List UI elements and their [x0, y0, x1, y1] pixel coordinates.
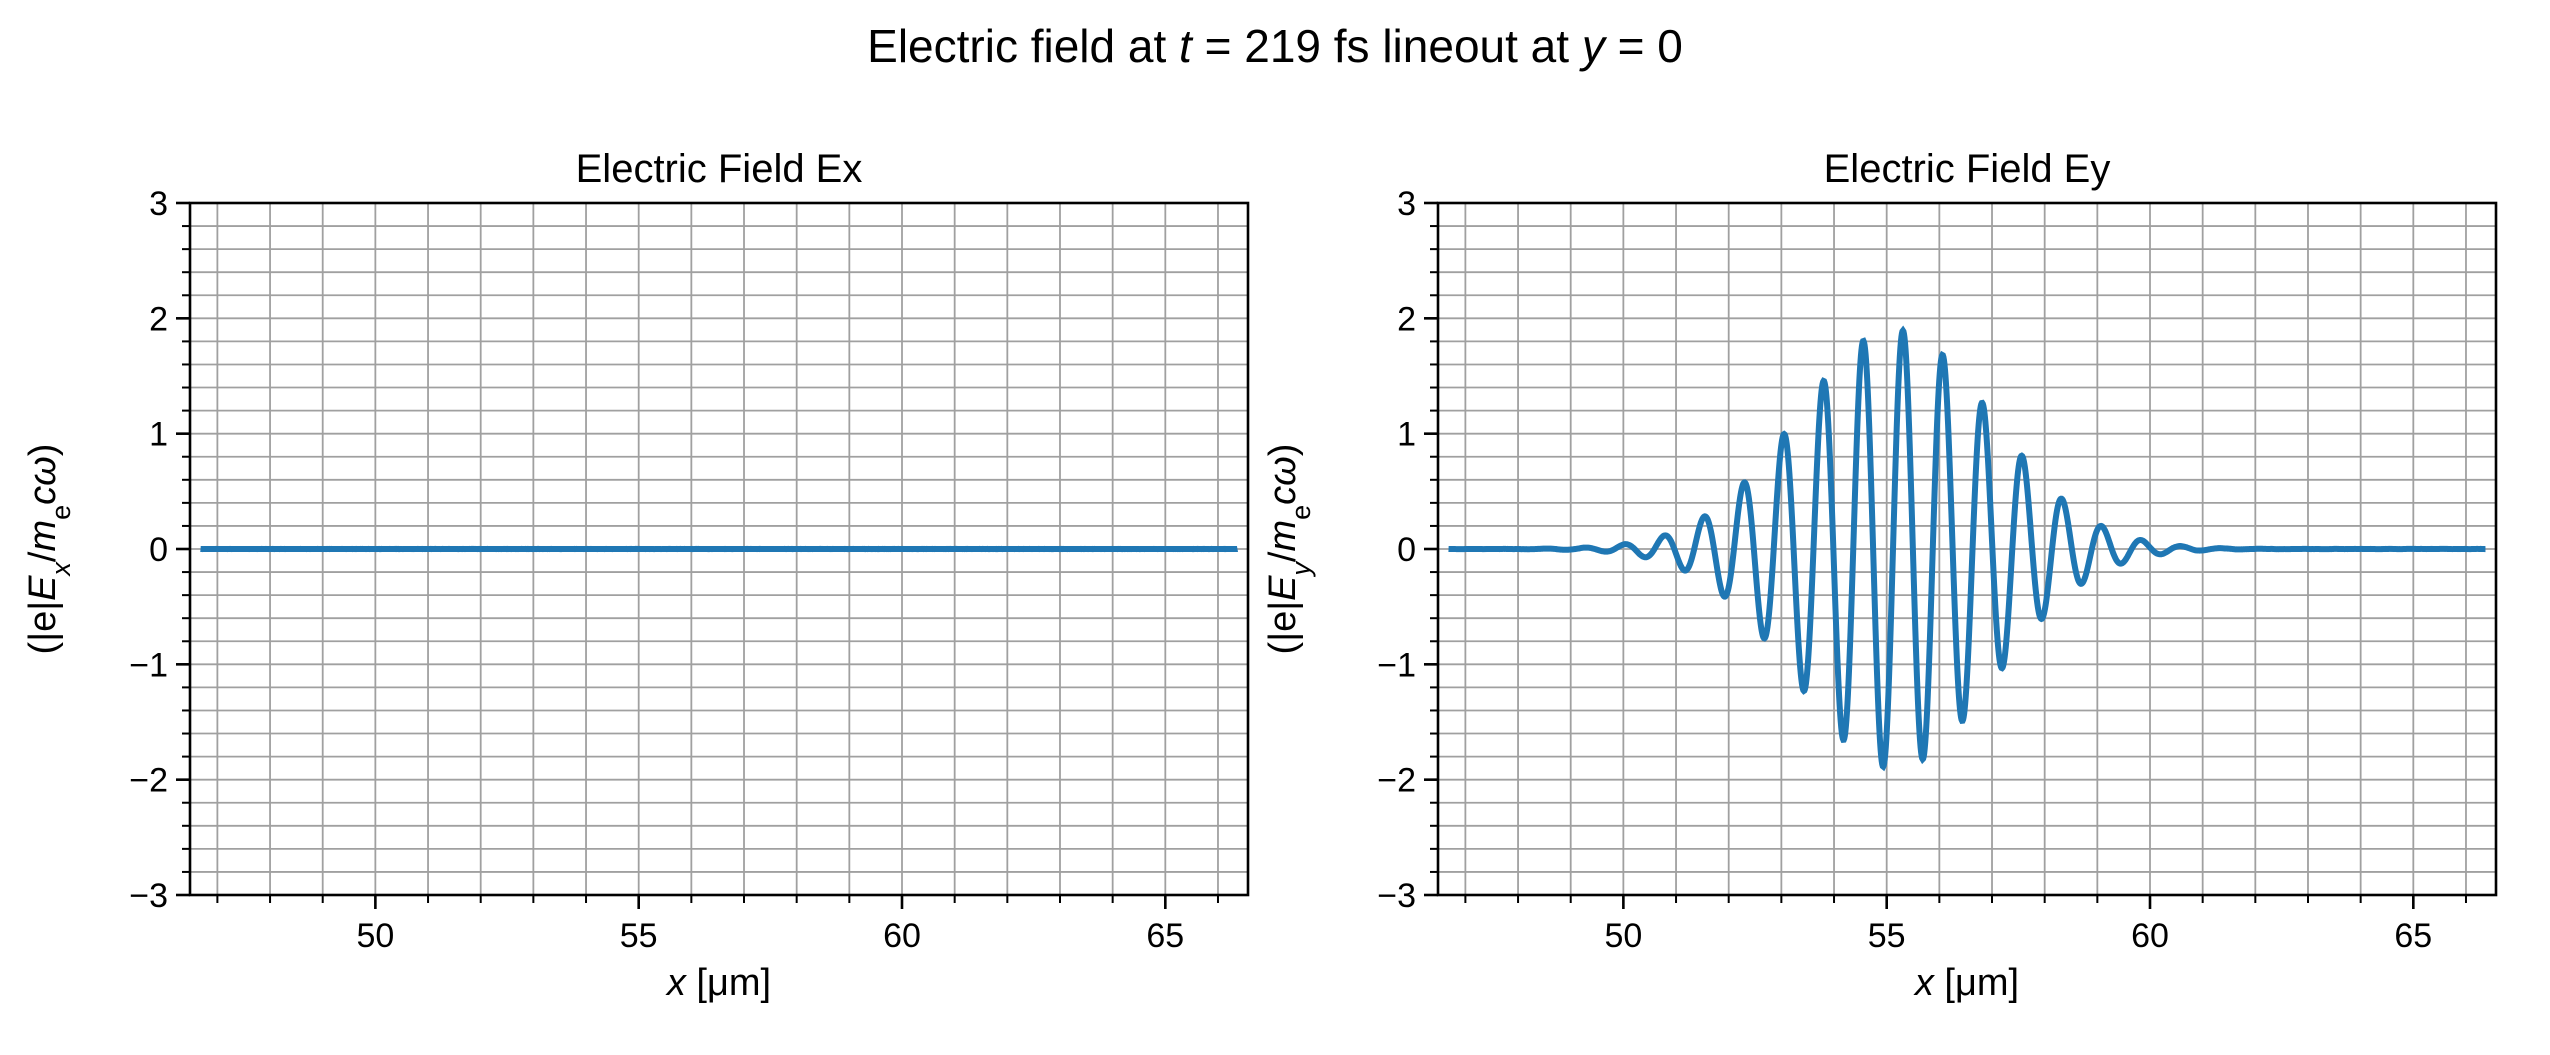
svg-text:−3: −3 [1377, 877, 1416, 915]
svg-text:3: 3 [149, 185, 168, 223]
svg-text:Electric field at t = 219 fs l: Electric field at t = 219 fs lineout at … [867, 20, 1683, 72]
svg-text:60: 60 [2131, 917, 2169, 955]
svg-text:55: 55 [620, 917, 658, 955]
svg-text:2: 2 [149, 300, 168, 338]
svg-text:2: 2 [1397, 300, 1416, 338]
svg-text:1: 1 [1397, 416, 1416, 454]
svg-text:60: 60 [883, 917, 921, 955]
svg-text:65: 65 [2394, 917, 2432, 955]
svg-text:−3: −3 [129, 877, 168, 915]
svg-text:−1: −1 [129, 646, 168, 684]
svg-text:50: 50 [1604, 917, 1642, 955]
svg-text:x [μm]: x [μm] [1913, 962, 2019, 1004]
svg-text:3: 3 [1397, 185, 1416, 223]
svg-text:Electric Field Ex: Electric Field Ex [576, 147, 863, 191]
svg-text:55: 55 [1868, 917, 1906, 955]
svg-text:−1: −1 [1377, 646, 1416, 684]
svg-text:50: 50 [356, 917, 394, 955]
svg-text:−2: −2 [129, 762, 168, 800]
svg-text:0: 0 [149, 531, 168, 569]
svg-text:x [μm]: x [μm] [665, 962, 771, 1004]
svg-text:0: 0 [1397, 531, 1416, 569]
svg-text:−2: −2 [1377, 762, 1416, 800]
svg-text:65: 65 [1146, 917, 1184, 955]
svg-text:1: 1 [149, 416, 168, 454]
svg-text:Electric Field Ey: Electric Field Ey [1824, 147, 2111, 191]
